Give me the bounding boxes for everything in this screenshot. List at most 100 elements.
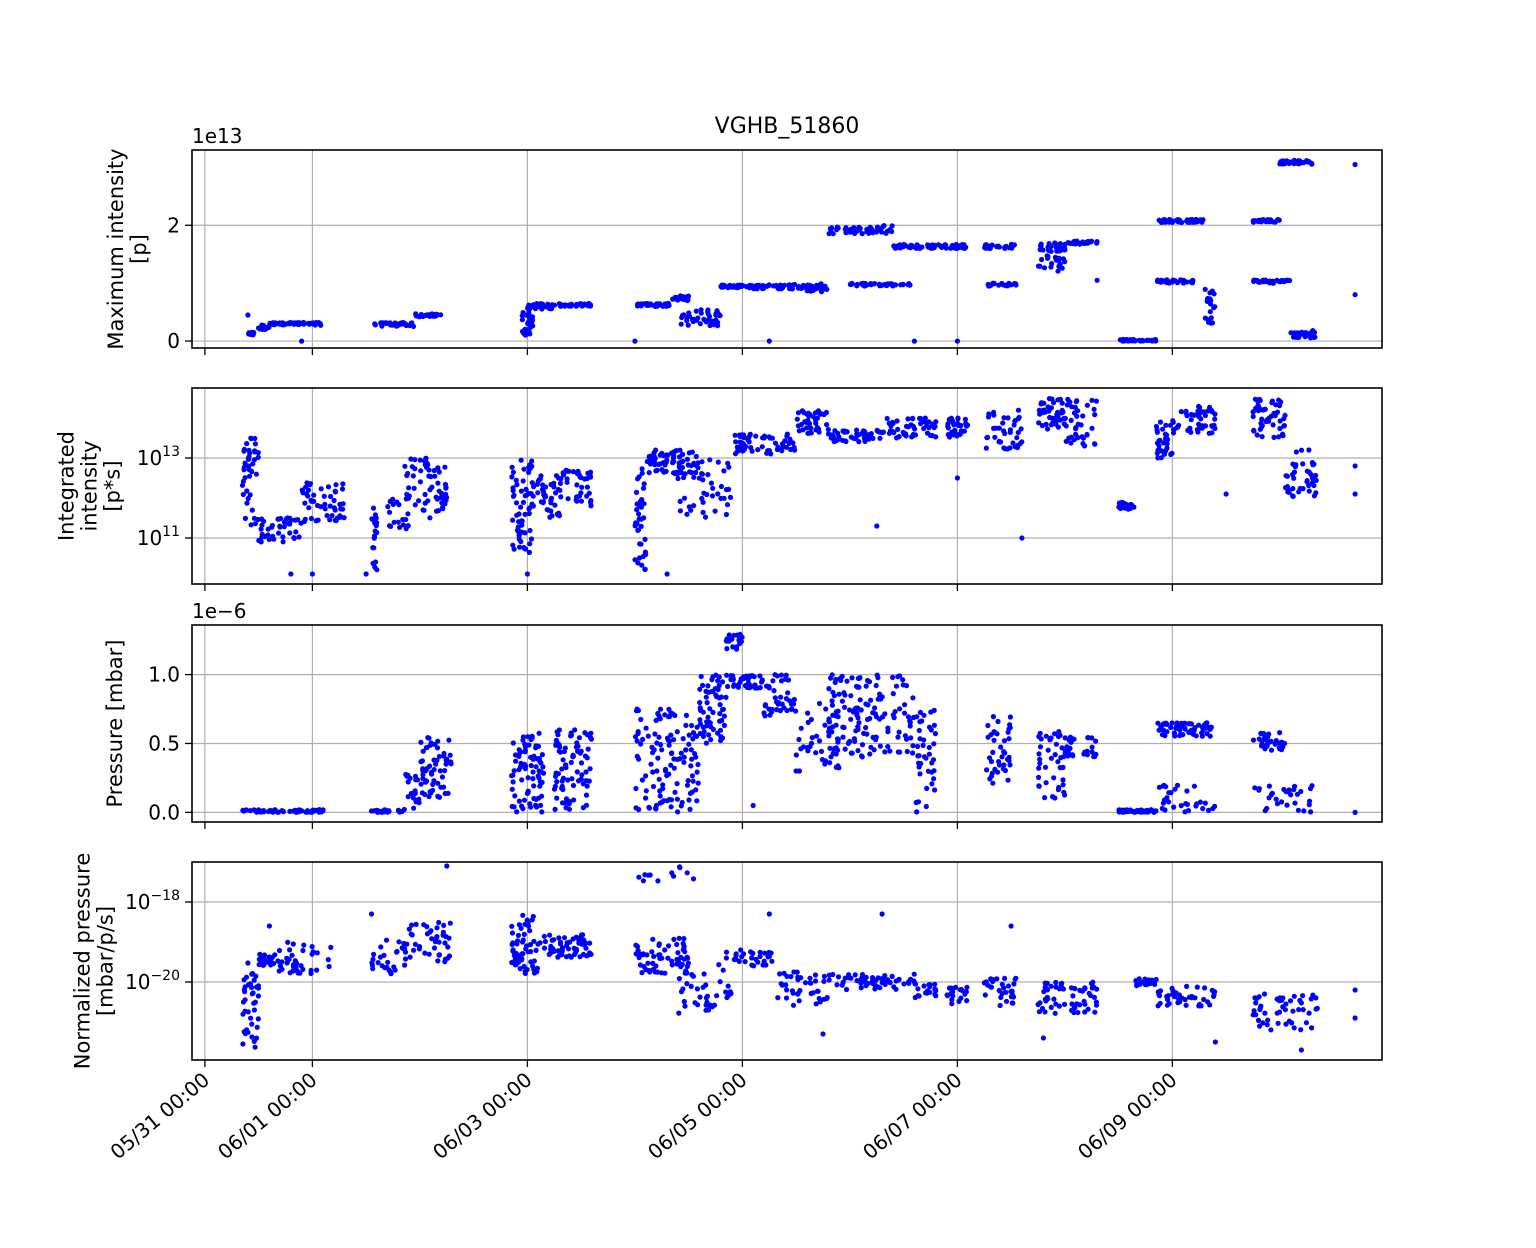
data-point [560, 472, 567, 478]
data-point [524, 571, 531, 577]
data-point [681, 474, 687, 481]
data-point [858, 281, 865, 287]
data-point [1250, 737, 1257, 743]
data-point [1352, 809, 1358, 816]
data-point [1180, 280, 1187, 286]
data-point [900, 244, 907, 250]
data-point [854, 427, 860, 433]
data-point [412, 502, 418, 508]
data-point [643, 788, 649, 794]
data-point [747, 432, 753, 438]
data-point [669, 958, 675, 964]
data-point [1191, 412, 1197, 418]
data-point [311, 321, 317, 327]
data-point [681, 998, 687, 1005]
data-point [999, 754, 1005, 760]
data-point [874, 427, 880, 433]
data-point [921, 712, 927, 718]
data-point [1162, 720, 1168, 727]
data-point [1042, 764, 1049, 770]
data-point [522, 511, 528, 517]
data-point [409, 932, 415, 938]
data-point [302, 516, 308, 522]
data-point [318, 322, 324, 328]
data-point [513, 500, 520, 506]
data-point [556, 935, 562, 941]
data-point [253, 471, 259, 477]
data-point [1065, 396, 1071, 402]
data-point [511, 492, 517, 498]
y-axis-label: [p*s] [101, 460, 125, 511]
data-point [719, 679, 726, 685]
data-point [1255, 1017, 1262, 1024]
data-point [699, 459, 705, 465]
data-point [738, 443, 744, 449]
data-point [1179, 219, 1185, 225]
data-point [878, 226, 884, 232]
data-point [788, 974, 794, 980]
data-point [1068, 739, 1074, 745]
data-point [385, 504, 391, 510]
data-point [960, 245, 966, 251]
data-point [518, 925, 524, 932]
data-point [677, 864, 683, 870]
data-point [541, 489, 547, 495]
data-point [671, 756, 677, 762]
data-point [865, 702, 871, 708]
data-point [1185, 808, 1192, 814]
data-point [954, 475, 961, 481]
data-point [1292, 783, 1298, 790]
data-point [707, 457, 713, 463]
data-point [1313, 995, 1319, 1001]
data-point [242, 475, 248, 481]
data-point [1074, 398, 1080, 404]
data-point [1178, 803, 1184, 809]
data-point [309, 951, 315, 957]
data-point [441, 499, 447, 505]
data-point [1295, 807, 1301, 813]
data-point [933, 419, 939, 425]
data-point [924, 430, 931, 436]
data-point [272, 808, 278, 814]
data-point [564, 476, 570, 482]
data-point [539, 306, 545, 312]
data-point [766, 684, 772, 690]
data-point [583, 792, 590, 798]
data-point [867, 715, 873, 722]
data-point [341, 515, 347, 521]
data-point [570, 469, 577, 475]
data-point [902, 702, 908, 708]
data-point [442, 959, 448, 965]
data-point [917, 736, 923, 742]
data-point [690, 316, 696, 322]
data-point [539, 301, 546, 307]
data-point [1281, 158, 1287, 164]
data-point [438, 495, 444, 501]
data-point [701, 971, 707, 977]
data-point [329, 513, 335, 519]
data-point [959, 988, 966, 994]
data-point [1281, 423, 1287, 429]
data-point [700, 724, 707, 731]
data-point [1255, 402, 1261, 408]
data-point [516, 747, 522, 753]
data-point [686, 732, 692, 738]
data-point [760, 435, 766, 441]
data-point [958, 995, 964, 1001]
data-point [683, 712, 690, 719]
data-point [558, 494, 564, 500]
data-point [536, 795, 542, 801]
data-point [524, 790, 531, 797]
data-point [556, 510, 562, 516]
data-point [638, 523, 644, 530]
data-point [309, 944, 315, 950]
data-point [308, 515, 314, 522]
data-point [766, 282, 772, 289]
data-point [656, 776, 662, 782]
data-point [1089, 425, 1095, 431]
y-axis-label: Normalized pressure [70, 853, 94, 1069]
data-point [1044, 980, 1050, 986]
data-point [636, 516, 642, 522]
data-point [650, 750, 656, 756]
data-point [436, 919, 442, 926]
